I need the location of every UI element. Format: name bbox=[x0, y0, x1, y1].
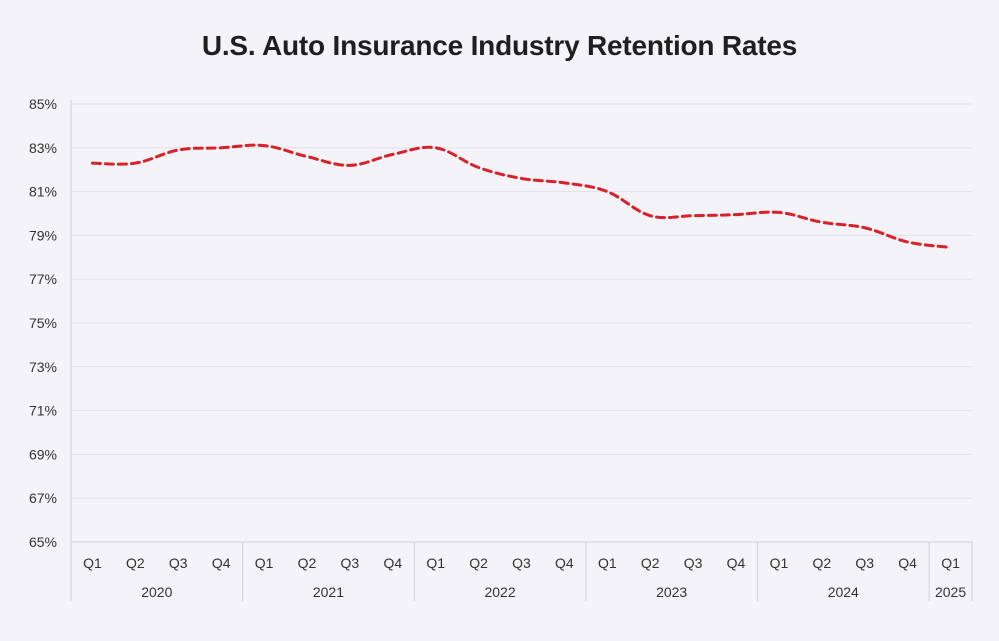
year-label: 2020 bbox=[141, 584, 172, 600]
year-label: 2024 bbox=[828, 584, 859, 600]
y-tick-label: 71% bbox=[29, 403, 57, 419]
y-tick-label: 67% bbox=[29, 490, 57, 506]
y-tick-label: 83% bbox=[29, 140, 57, 156]
x-tick-label: Q3 bbox=[512, 555, 531, 571]
x-tick-label: Q2 bbox=[641, 555, 660, 571]
y-tick-label: 85% bbox=[29, 96, 57, 112]
x-tick-label: Q3 bbox=[855, 555, 874, 571]
y-tick-label: 79% bbox=[29, 227, 57, 243]
x-tick-label: Q1 bbox=[941, 555, 960, 571]
y-tick-label: 65% bbox=[29, 534, 57, 550]
y-tick-label: 73% bbox=[29, 359, 57, 375]
x-tick-label: Q1 bbox=[255, 555, 274, 571]
x-tick-label: Q2 bbox=[812, 555, 831, 571]
year-label: 2025 bbox=[935, 584, 966, 600]
x-tick-label: Q4 bbox=[898, 555, 917, 571]
year-label: 2022 bbox=[484, 584, 515, 600]
chart-title: U.S. Auto Insurance Industry Retention R… bbox=[201, 30, 798, 61]
x-tick-label: Q3 bbox=[169, 555, 188, 571]
x-tick-label: Q1 bbox=[598, 555, 617, 571]
y-tick-label: 81% bbox=[29, 184, 57, 200]
x-tick-label: Q1 bbox=[83, 555, 102, 571]
year-label: 2023 bbox=[656, 584, 687, 600]
x-tick-label: Q2 bbox=[298, 555, 317, 571]
x-tick-label: Q1 bbox=[426, 555, 445, 571]
y-tick-label: 77% bbox=[29, 271, 57, 287]
x-tick-label: Q4 bbox=[555, 555, 574, 571]
x-tick-label: Q2 bbox=[126, 555, 145, 571]
series-line bbox=[90, 143, 953, 249]
y-tick-label: 75% bbox=[29, 315, 57, 331]
x-tick-label: Q3 bbox=[684, 555, 703, 571]
x-tick-label: Q4 bbox=[212, 555, 231, 571]
x-tick-label: Q1 bbox=[770, 555, 789, 571]
y-tick-label: 69% bbox=[29, 446, 57, 462]
x-tick-label: Q3 bbox=[341, 555, 360, 571]
x-tick-label: Q2 bbox=[469, 555, 488, 571]
x-tick-label: Q4 bbox=[727, 555, 746, 571]
year-label: 2021 bbox=[313, 584, 344, 600]
x-tick-label: Q4 bbox=[383, 555, 402, 571]
